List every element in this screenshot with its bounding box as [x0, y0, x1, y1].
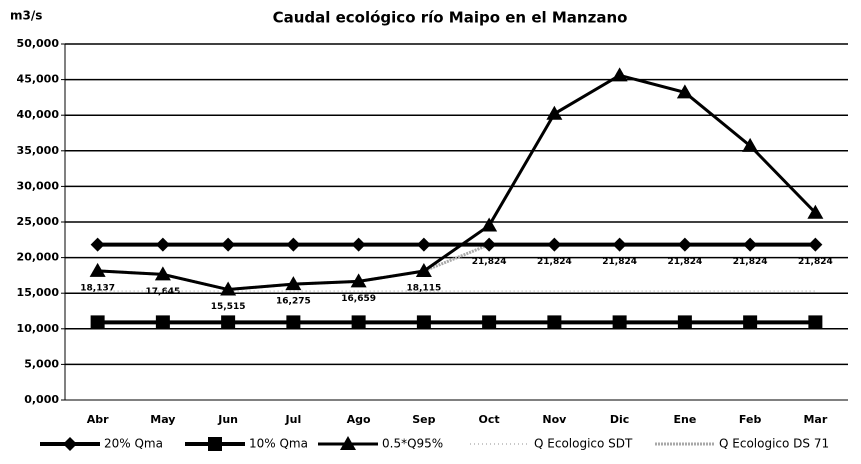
y-tick-label: 10,000 [17, 322, 60, 335]
data-label: 21,824 [668, 257, 703, 267]
marker [611, 67, 628, 82]
marker [743, 315, 758, 330]
legend-label: Q Ecologico SDT [534, 437, 633, 451]
marker [546, 105, 563, 120]
marker [612, 315, 627, 330]
marker [155, 237, 170, 252]
marker [677, 237, 692, 252]
x-tick-label: Sep [412, 413, 435, 426]
marker [351, 237, 366, 252]
marker [416, 237, 431, 252]
y-tick-label: 40,000 [17, 108, 60, 121]
marker [155, 315, 170, 330]
marker [221, 315, 236, 330]
marker [415, 263, 432, 278]
data-label: 18,137 [80, 283, 115, 293]
legend-marker [340, 436, 356, 450]
x-tick-label: Oct [479, 413, 500, 426]
x-tick-label: Mar [803, 413, 827, 426]
marker [350, 273, 367, 288]
marker [676, 84, 693, 99]
y-tick-label: 25,000 [17, 215, 60, 228]
marker [89, 262, 106, 277]
data-label: 21,824 [733, 257, 768, 267]
legend-label: 0.5*Q95% [382, 437, 443, 451]
marker [482, 237, 497, 252]
marker [90, 237, 105, 252]
legend-label: Q Ecologico DS 71 [719, 437, 829, 451]
y-tick-label: 30,000 [17, 179, 60, 192]
marker [547, 315, 562, 330]
marker [808, 315, 823, 330]
legend-marker [208, 437, 222, 451]
marker [285, 276, 302, 291]
y-tick-label: 5,000 [24, 357, 59, 370]
data-label: 21,824 [472, 257, 507, 267]
marker [90, 315, 105, 330]
legend-label: 10% Qma [249, 437, 308, 451]
data-label: 16,275 [276, 297, 311, 307]
marker [677, 315, 692, 330]
x-tick-label: Dic [610, 413, 629, 426]
x-tick-label: Jul [285, 413, 302, 426]
marker [742, 137, 759, 152]
x-tick-label: Abr [87, 413, 109, 426]
marker [286, 315, 301, 330]
data-label: 21,824 [798, 257, 833, 267]
x-tick-label: May [150, 413, 175, 426]
chart-title: Caudal ecológico río Maipo en el Manzano [273, 9, 628, 27]
marker [351, 315, 366, 330]
marker [612, 237, 627, 252]
data-label: 15,515 [211, 302, 246, 312]
y-tick-label: 0,000 [24, 393, 59, 406]
y-tick-label: 45,000 [17, 73, 60, 86]
x-tick-label: Ene [673, 413, 696, 426]
data-label: 21,824 [602, 257, 637, 267]
data-label: 16,659 [341, 294, 376, 304]
x-tick-label: Nov [542, 413, 567, 426]
marker [547, 237, 562, 252]
series-line [97, 73, 817, 292]
marker [808, 237, 823, 252]
x-tick-label: Ago [347, 413, 371, 426]
marker [482, 315, 497, 330]
data-label: 21,824 [537, 257, 572, 267]
x-tick-label: Feb [739, 413, 762, 426]
marker [743, 237, 758, 252]
marker [221, 237, 236, 252]
marker [286, 237, 301, 252]
marker [807, 204, 824, 219]
legend-marker [63, 437, 77, 451]
marker [416, 315, 431, 330]
x-tick-label: Jun [217, 413, 238, 426]
y-tick-label: 20,000 [17, 251, 60, 264]
data-label: 17,645 [146, 287, 181, 297]
data-label: 18,115 [407, 284, 442, 294]
marker [220, 281, 237, 296]
y-axis-label: m3/s [10, 9, 42, 23]
y-tick-label: 50,000 [17, 37, 60, 50]
y-tick-label: 35,000 [17, 144, 60, 157]
legend-label: 20% Qma [104, 437, 163, 451]
marker [154, 266, 171, 281]
marker [481, 217, 498, 232]
y-tick-label: 15,000 [17, 286, 60, 299]
